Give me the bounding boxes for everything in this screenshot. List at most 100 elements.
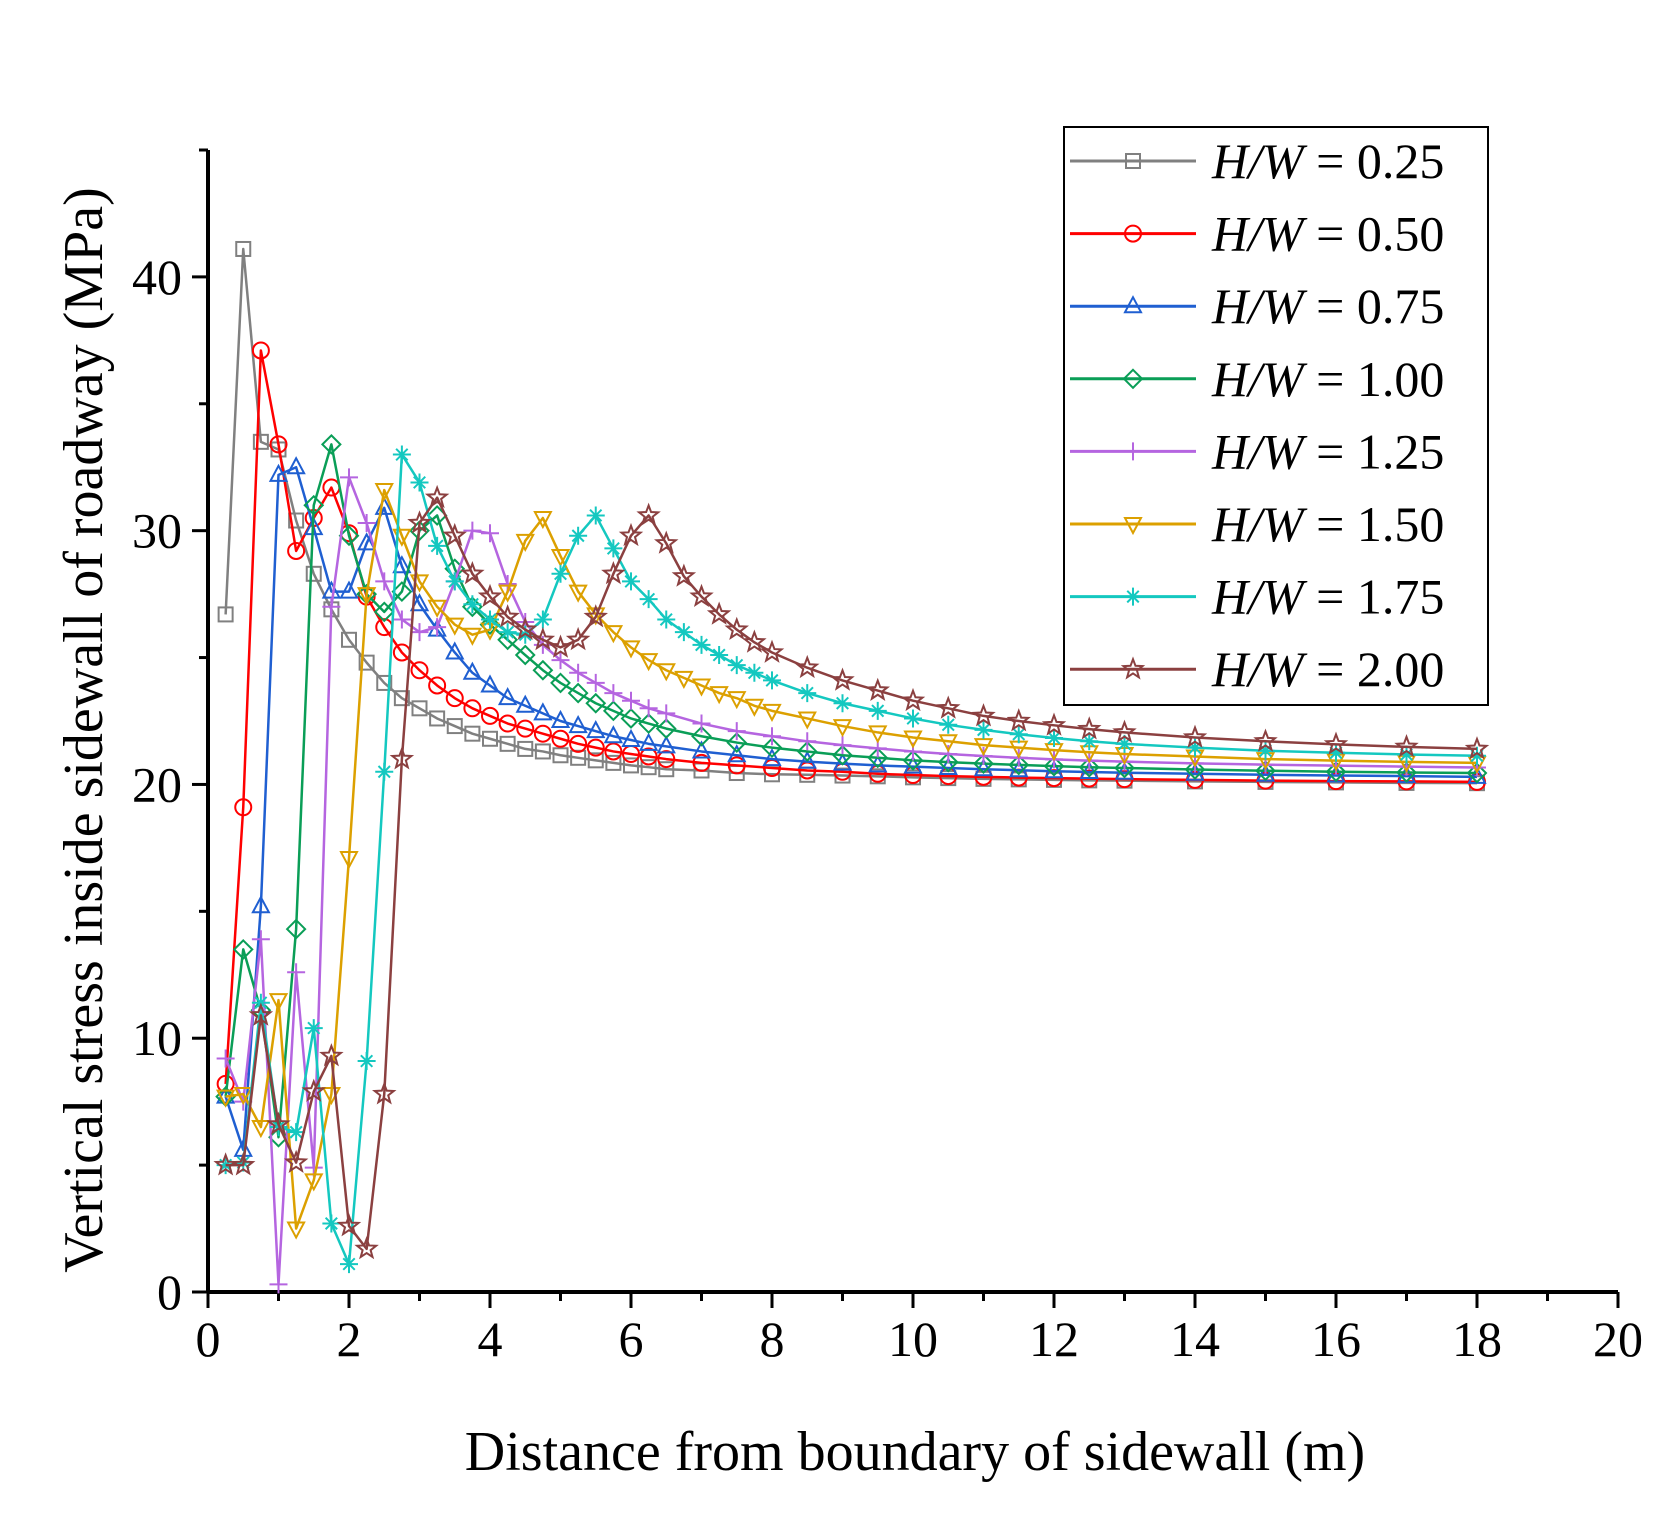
data-point-triangle-up <box>251 895 271 914</box>
data-point-asterisk <box>1080 732 1099 751</box>
data-point-asterisk <box>481 610 499 629</box>
legend-item: H/W = 1.50 <box>1070 496 1444 552</box>
data-point-star <box>1323 731 1349 755</box>
data-point-square <box>517 740 534 757</box>
data-point-asterisk <box>569 526 588 545</box>
data-point-triangle-down <box>233 1087 253 1106</box>
data-point-star <box>936 695 961 719</box>
legend-label-value: = 0.25 <box>1304 133 1445 189</box>
data-point-circle <box>410 661 429 680</box>
data-point-star <box>1120 656 1146 680</box>
data-point-star <box>477 583 503 608</box>
data-point-triangle-down <box>709 686 729 705</box>
y-tick-label: 40 <box>132 249 182 305</box>
data-point-diamond <box>285 918 307 940</box>
data-point-triangle-down <box>691 678 712 697</box>
data-point-triangle-up <box>445 641 465 660</box>
data-point-square <box>464 725 481 742</box>
data-point-triangle-up <box>462 661 483 680</box>
data-point-diamond <box>373 601 395 623</box>
data-point-star <box>1394 734 1419 758</box>
legend-label-variable: H/W <box>1211 133 1308 189</box>
data-point-star <box>530 626 556 651</box>
data-point-square <box>623 757 639 774</box>
data-point-diamond <box>232 938 254 960</box>
data-point-diamond <box>655 718 677 740</box>
data-point-triangle-down <box>868 725 888 744</box>
data-point-diamond <box>514 644 536 666</box>
data-point-star <box>495 604 520 628</box>
data-point-star <box>354 1236 379 1260</box>
data-point-triangle-down <box>356 587 377 606</box>
x-tick-label: 18 <box>1452 1311 1502 1367</box>
legend-label: H/W = 1.50 <box>1211 496 1444 552</box>
data-point-square <box>570 749 587 766</box>
data-point-plus <box>657 704 676 723</box>
data-point-diamond <box>691 725 712 747</box>
data-point-diamond <box>902 749 924 771</box>
data-point-square <box>640 759 657 776</box>
data-point-square <box>605 754 622 771</box>
data-point-star <box>742 629 767 653</box>
data-point-triangle-down <box>533 510 553 530</box>
data-point-triangle-down <box>427 599 447 618</box>
data-point-circle <box>586 738 605 757</box>
data-point-asterisk <box>375 762 394 781</box>
data-point-circle <box>604 742 623 761</box>
legend: H/W = 0.25H/W = 0.50H/W = 0.75H/W = 1.00… <box>1063 126 1489 706</box>
data-point-asterisk <box>798 684 817 703</box>
data-point-circle <box>1124 224 1142 243</box>
legend-label: H/W = 0.25 <box>1211 133 1444 189</box>
data-point-star <box>1077 716 1102 740</box>
data-point-plus <box>410 623 429 642</box>
data-point-diamond <box>1396 762 1417 783</box>
legend-label-value: = 2.00 <box>1304 641 1445 697</box>
data-point-asterisk <box>533 610 552 629</box>
data-point-star <box>671 563 697 587</box>
series-line <box>224 465 1478 1152</box>
data-point-star <box>1041 712 1067 736</box>
legend-label-value: = 1.00 <box>1304 351 1445 407</box>
data-point-circle <box>498 714 517 733</box>
data-point-plus <box>622 691 640 710</box>
data-point-diamond <box>391 581 413 602</box>
data-point-triangle-down <box>568 584 588 603</box>
data-point-star <box>389 746 415 770</box>
data-point-asterisk <box>692 635 711 654</box>
y-tick-label: 10 <box>132 1010 182 1066</box>
legend-item: H/W = 0.25 <box>1070 133 1444 189</box>
data-point-plus <box>428 618 447 637</box>
data-point-triangle-up <box>1044 760 1064 779</box>
data-point-star <box>830 667 855 691</box>
legend-label: H/W = 1.00 <box>1211 351 1444 407</box>
data-point-square <box>587 752 604 769</box>
data-point-plus <box>569 663 588 682</box>
data-point-star <box>601 560 626 585</box>
data-point-triangle-up <box>603 725 624 744</box>
data-point-triangle-up <box>268 463 289 482</box>
series-4 <box>216 468 1486 1294</box>
data-point-star <box>1112 719 1137 743</box>
data-point-star <box>266 1111 291 1135</box>
data-point-circle <box>516 719 535 738</box>
data-point-triangle-up <box>409 593 430 612</box>
data-point-asterisk <box>498 623 517 642</box>
data-point-triangle-up <box>480 674 500 693</box>
data-point-circle <box>251 341 270 360</box>
series-line <box>224 443 1478 1139</box>
data-point-triangle-up <box>497 687 518 706</box>
data-point-triangle-down <box>550 549 571 568</box>
data-point-plus <box>287 963 306 982</box>
legend-label: H/W = 0.75 <box>1211 278 1444 334</box>
data-point-square <box>252 433 269 450</box>
data-point-triangle-up <box>392 555 412 574</box>
data-point-diamond <box>550 672 571 694</box>
data-point-asterisk <box>1045 729 1063 748</box>
data-point-triangle-up <box>656 735 676 754</box>
data-point-triangle-down <box>215 1089 236 1108</box>
data-point-asterisk <box>428 536 447 555</box>
data-point-star <box>583 604 608 628</box>
data-point-circle <box>269 435 288 454</box>
data-point-diamond <box>320 433 342 455</box>
